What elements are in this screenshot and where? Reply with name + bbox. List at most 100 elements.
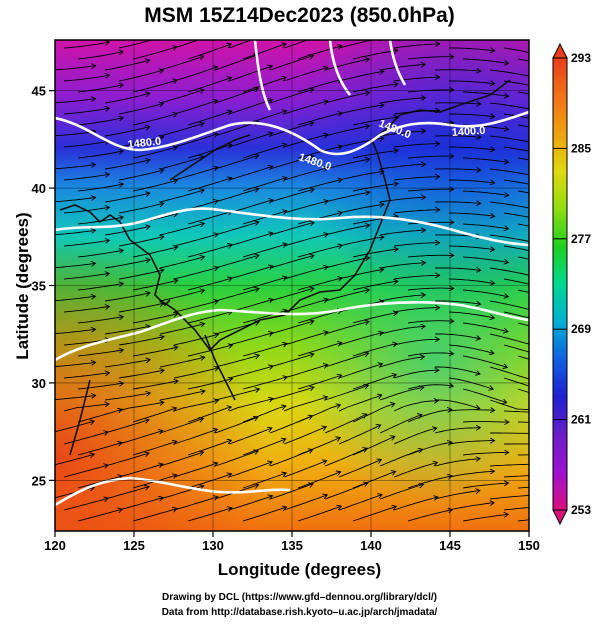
streamline: [463, 91, 508, 96]
streamline: [119, 70, 163, 82]
colorbar-tick-label: 285: [571, 141, 591, 155]
streamline: [119, 170, 163, 181]
streamline: [463, 483, 508, 489]
streamline: [435, 202, 480, 204]
streamline: [187, 111, 231, 126]
streamline: [393, 401, 437, 412]
streamline: [173, 40, 200, 49]
streamline: [324, 449, 366, 467]
streamline: [242, 145, 286, 159]
streamline: [78, 383, 122, 390]
x-axis-label: Longitude (degrees): [217, 560, 382, 579]
streamline: [77, 509, 121, 522]
streamline: [297, 311, 341, 324]
streamline: [283, 427, 325, 445]
streamline: [435, 268, 480, 270]
streamline: [119, 204, 163, 214]
streamline: [490, 102, 529, 110]
streamline: [297, 146, 341, 159]
streamline: [55, 66, 95, 71]
streamline: [187, 278, 231, 291]
streamline: [269, 416, 312, 434]
streamline: [269, 289, 313, 302]
streamline: [408, 288, 453, 290]
streamline: [78, 151, 122, 159]
streamline: [187, 212, 231, 225]
streamline: [159, 90, 203, 104]
streamline: [187, 508, 231, 522]
streamline: [324, 159, 369, 170]
streamline: [214, 417, 257, 434]
streamline: [174, 301, 217, 313]
streamline: [394, 144, 439, 148]
streamline: [324, 225, 369, 236]
streamline: [160, 257, 203, 269]
streamline: [269, 190, 313, 203]
streamline: [214, 122, 258, 137]
streamline: [119, 370, 163, 379]
streamline: [228, 366, 272, 379]
streamline: [518, 223, 529, 227]
streamline: [490, 201, 529, 209]
streamline: [449, 80, 494, 84]
streamline: [517, 355, 529, 360]
streamline: [242, 277, 286, 291]
streamline: [297, 376, 341, 390]
streamline: [324, 322, 368, 335]
streamline: [449, 245, 494, 250]
streamline: [449, 344, 493, 353]
streamline: [133, 347, 177, 357]
x-tick-label: 140: [360, 538, 382, 553]
streamline: [490, 267, 529, 276]
streamline: [339, 171, 383, 181]
streamline: [159, 57, 203, 71]
streamline: [228, 428, 271, 445]
streamline: [324, 126, 369, 137]
streamline: [407, 410, 451, 423]
streamline: [77, 410, 121, 423]
streamline: [55, 132, 95, 137]
streamline: [283, 365, 327, 379]
streamline: [435, 103, 480, 104]
streamline: [449, 410, 494, 411]
streamline: [449, 311, 493, 318]
streamline: [518, 91, 529, 95]
streamline: [160, 290, 204, 302]
credit-line-data: Data from http://database.rish.kyoto–u.a…: [161, 607, 438, 618]
streamline: [339, 237, 383, 247]
streamline: [463, 452, 508, 456]
streamline: [394, 275, 439, 280]
streamline: [228, 462, 271, 478]
streamline: [119, 270, 163, 280]
streamline: [55, 329, 95, 335]
colorbar-bottom-triangle: [552, 509, 568, 526]
streamline: [449, 471, 493, 478]
contour-line: [55, 476, 291, 507]
streamline: [379, 357, 424, 368]
streamline: [173, 67, 217, 82]
streamline: [64, 373, 109, 379]
y-tick-label: 30: [32, 376, 46, 391]
streamline: [504, 146, 529, 152]
streamline: [338, 105, 383, 115]
streamline: [228, 399, 272, 412]
streamline: [63, 499, 107, 511]
streamline: [133, 314, 177, 324]
streamline: [160, 357, 204, 368]
streamline: [297, 507, 340, 522]
streamline: [503, 377, 529, 387]
y-tick-label: 25: [32, 473, 46, 488]
streamline: [104, 453, 148, 467]
streamline: [119, 137, 163, 148]
streamline: [504, 113, 529, 119]
streamline: [338, 425, 380, 445]
streamline: [283, 332, 327, 346]
streamline: [173, 101, 217, 115]
streamline: [379, 485, 422, 500]
streamline: [228, 496, 272, 511]
streamline: [174, 368, 218, 379]
streamline: [407, 510, 451, 522]
streamline: [463, 322, 507, 332]
streamline: [435, 136, 480, 137]
streamline: [518, 421, 529, 423]
